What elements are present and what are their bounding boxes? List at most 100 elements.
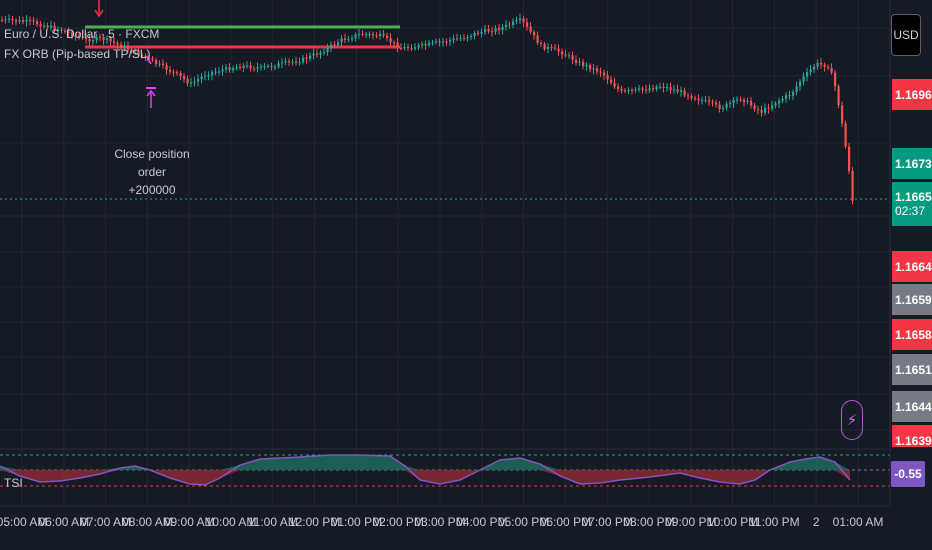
candle-body	[834, 72, 837, 87]
candle-body	[438, 41, 441, 43]
tsi-value-tag: -0.55	[891, 461, 925, 487]
candle-body	[823, 64, 826, 68]
candle-body	[725, 103, 728, 109]
candle-body	[487, 29, 490, 32]
candle-body	[659, 86, 662, 88]
candle-body	[50, 25, 53, 28]
candle-body	[162, 63, 165, 66]
candle-body	[809, 69, 812, 72]
time-label: 07:00 AM	[80, 515, 131, 529]
time-label: 05:00 PM	[497, 515, 550, 529]
price-tag-current: 1.16659 02:37	[892, 182, 932, 226]
candle-body	[253, 68, 256, 70]
candle-body	[277, 63, 280, 67]
candle-body	[578, 61, 581, 63]
lightning-icon[interactable]: ⚡	[841, 400, 863, 440]
candle-body	[281, 62, 284, 64]
time-label: 08:00 AM	[122, 515, 173, 529]
candle-body	[263, 66, 266, 68]
time-label: 02:00 PM	[372, 515, 424, 529]
candle-body	[736, 99, 739, 101]
currency-button[interactable]: USD	[891, 14, 921, 56]
candle-body	[529, 26, 532, 32]
candle-body	[393, 42, 396, 44]
candle-body	[851, 171, 854, 201]
candle-body	[354, 34, 357, 39]
candle-body	[652, 88, 655, 90]
candle-body	[221, 69, 224, 72]
candle-body	[631, 89, 634, 91]
candle-body	[592, 68, 595, 70]
candle-body	[788, 95, 791, 97]
candle-body	[739, 99, 742, 101]
candle-body	[372, 34, 375, 36]
candle-body	[568, 55, 571, 57]
tsi-line	[0, 454, 851, 486]
chart-legend: Euro / U.S. Dollar · 5 · FXCM FX ORB (Pi…	[4, 24, 159, 64]
time-label: 09:00 AM	[163, 515, 215, 529]
time-label: 06:00 PM	[539, 515, 592, 529]
candle-body	[599, 71, 602, 73]
candle-body	[95, 36, 98, 41]
candle-body	[778, 100, 781, 104]
candle-body	[29, 19, 32, 21]
candle-body	[298, 62, 301, 64]
time-axis[interactable]: 05:00 AM 06:00 AM 07:00 AM 08:00 AM 09:00 AM…	[0, 506, 890, 540]
candle-body	[445, 41, 448, 43]
candle-body	[410, 47, 413, 49]
symbol-title[interactable]: Euro / U.S. Dollar · 5 · FXCM	[4, 27, 160, 41]
candle-body	[197, 79, 200, 82]
candle-body	[729, 103, 732, 105]
candle-body	[557, 48, 560, 52]
candle-body	[386, 35, 389, 38]
candle-body	[774, 103, 777, 106]
candle-body	[155, 60, 158, 64]
time-label: 04:00 PM	[456, 515, 508, 529]
candle-body	[214, 71, 217, 73]
candle-body	[771, 105, 774, 109]
candle-body	[4, 19, 7, 21]
close-order-marker	[146, 55, 156, 108]
candle-body	[676, 89, 679, 92]
candle-body	[74, 35, 77, 37]
time-label: 08:00 PM	[623, 515, 675, 529]
candle-body	[484, 29, 487, 32]
close-order-quantity: +200000	[128, 183, 176, 197]
candle-body	[638, 88, 641, 90]
candle-body	[582, 61, 585, 66]
candle-body	[718, 104, 721, 110]
candle-body	[18, 20, 21, 22]
time-label: 06:00 AM	[38, 515, 90, 529]
time-label: 10:00 PM	[706, 515, 759, 529]
candle-body	[330, 44, 333, 48]
candle-body	[417, 45, 420, 48]
candle-body	[491, 31, 494, 33]
candle-body	[256, 67, 259, 69]
candle-body	[284, 61, 287, 63]
candle-body	[78, 35, 81, 38]
candle-body	[792, 91, 795, 96]
indicator-title[interactable]: FX ORB (Pip-based TP/SL)	[4, 47, 151, 61]
close-order-text: Close position order	[114, 147, 190, 179]
candle-body	[109, 38, 112, 42]
candle-body	[267, 65, 270, 67]
tsi-title[interactable]: TSI	[4, 476, 23, 490]
candle-body	[207, 75, 210, 77]
candle-body	[701, 100, 704, 102]
candle-body	[617, 86, 620, 89]
candle-body	[120, 44, 123, 48]
candle-body	[116, 43, 119, 45]
time-label: 10:00 AM	[205, 515, 257, 529]
candle-body	[767, 107, 770, 109]
candle-body	[165, 65, 168, 70]
candle-body	[225, 67, 228, 70]
candle-body	[526, 22, 529, 27]
candle-body	[519, 18, 522, 21]
candle-body	[309, 55, 312, 59]
candle-body	[704, 100, 707, 102]
candle-body	[39, 24, 42, 27]
candle-body	[442, 41, 445, 43]
candle-body	[470, 36, 473, 38]
candle-body	[8, 18, 11, 20]
